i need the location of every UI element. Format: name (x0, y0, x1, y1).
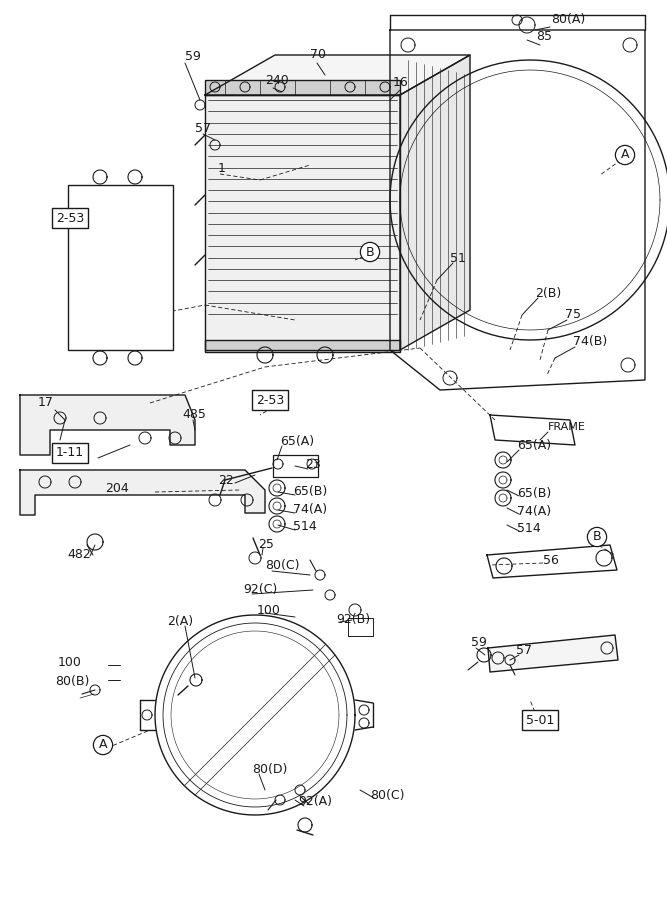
Text: 92(A): 92(A) (298, 796, 332, 808)
Text: 2-53: 2-53 (256, 393, 284, 407)
Bar (348, 618, 373, 636)
Text: 2(A): 2(A) (167, 616, 193, 628)
Text: 2-53: 2-53 (56, 212, 84, 224)
Bar (68, 185, 173, 350)
Text: 80(D): 80(D) (252, 763, 287, 777)
Text: A: A (99, 739, 107, 752)
Text: 65(A): 65(A) (517, 439, 551, 453)
Polygon shape (20, 395, 195, 455)
Text: 23: 23 (305, 457, 321, 471)
Polygon shape (20, 470, 265, 515)
Text: B: B (366, 246, 374, 258)
Text: 1: 1 (218, 161, 226, 175)
Text: 1-11: 1-11 (56, 446, 84, 460)
Text: 92(C): 92(C) (243, 582, 277, 596)
Text: 80(C): 80(C) (265, 560, 299, 572)
Text: 204: 204 (105, 482, 129, 494)
Text: 514: 514 (517, 521, 541, 535)
Text: 59: 59 (471, 636, 487, 650)
Text: 65(A): 65(A) (280, 435, 314, 447)
Text: 74(A): 74(A) (517, 505, 551, 518)
Polygon shape (205, 55, 470, 95)
Text: 16: 16 (393, 76, 409, 89)
Polygon shape (400, 55, 470, 350)
Text: 80(A): 80(A) (551, 14, 585, 26)
Text: 85: 85 (536, 31, 552, 43)
Text: 59: 59 (185, 50, 201, 64)
Text: 74(B): 74(B) (573, 336, 607, 348)
Text: 70: 70 (310, 49, 326, 61)
Text: 22: 22 (218, 473, 233, 487)
Text: FRAME: FRAME (548, 422, 586, 432)
Text: 75: 75 (565, 309, 581, 321)
Text: 74(A): 74(A) (293, 503, 327, 517)
Text: 65(B): 65(B) (293, 485, 327, 499)
Text: 25: 25 (258, 538, 274, 552)
Text: 65(B): 65(B) (517, 487, 551, 500)
Polygon shape (488, 635, 618, 672)
Text: 92(B): 92(B) (336, 613, 370, 626)
Text: 57: 57 (516, 644, 532, 658)
Polygon shape (205, 95, 400, 350)
Bar (205, 80, 400, 95)
Text: 100: 100 (58, 656, 82, 670)
Text: B: B (593, 530, 602, 544)
Text: 514: 514 (293, 520, 317, 534)
Text: 482: 482 (67, 548, 91, 562)
Text: 17: 17 (38, 397, 54, 410)
Bar (205, 340, 400, 352)
Text: 57: 57 (195, 122, 211, 134)
Text: 80(B): 80(B) (55, 676, 89, 688)
Text: 100: 100 (257, 604, 281, 617)
Text: 5-01: 5-01 (526, 714, 554, 726)
Text: 2(B): 2(B) (535, 286, 561, 300)
Text: A: A (621, 148, 629, 161)
Text: 51: 51 (450, 251, 466, 265)
Bar (273, 455, 318, 477)
Text: 240: 240 (265, 74, 289, 86)
Text: 80(C): 80(C) (370, 788, 404, 802)
Text: 485: 485 (182, 409, 206, 421)
Text: 56: 56 (543, 554, 559, 566)
